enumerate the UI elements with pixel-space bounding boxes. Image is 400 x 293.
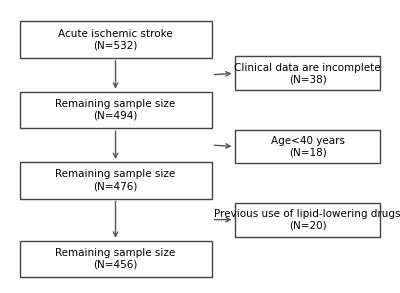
Text: Clinical data are incomplete
(N=38): Clinical data are incomplete (N=38) — [234, 63, 381, 84]
Bar — [20, 92, 212, 128]
Text: Age<40 years
(N=18): Age<40 years (N=18) — [270, 136, 344, 157]
Bar — [234, 57, 380, 90]
Text: Remaining sample size
(N=494): Remaining sample size (N=494) — [55, 99, 176, 121]
Bar — [234, 203, 380, 236]
Text: Remaining sample size
(N=456): Remaining sample size (N=456) — [55, 248, 176, 270]
Bar — [234, 130, 380, 163]
Text: Acute ischemic stroke
(N=532): Acute ischemic stroke (N=532) — [58, 29, 173, 50]
Bar — [20, 162, 212, 199]
Text: Previous use of lipid-lowering drugs
(N=20): Previous use of lipid-lowering drugs (N=… — [214, 209, 400, 230]
Text: Remaining sample size
(N=476): Remaining sample size (N=476) — [55, 169, 176, 191]
Bar — [20, 21, 212, 58]
Bar — [20, 241, 212, 277]
